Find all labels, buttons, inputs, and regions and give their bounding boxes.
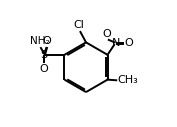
Text: S: S (40, 50, 48, 60)
Text: NH₂: NH₂ (30, 36, 50, 46)
Text: N: N (111, 38, 120, 48)
Text: O: O (42, 36, 51, 46)
Text: O: O (103, 29, 112, 39)
Text: O: O (40, 64, 48, 74)
Text: Cl: Cl (73, 20, 84, 30)
Text: O: O (124, 38, 133, 48)
Text: CH₃: CH₃ (118, 75, 138, 85)
